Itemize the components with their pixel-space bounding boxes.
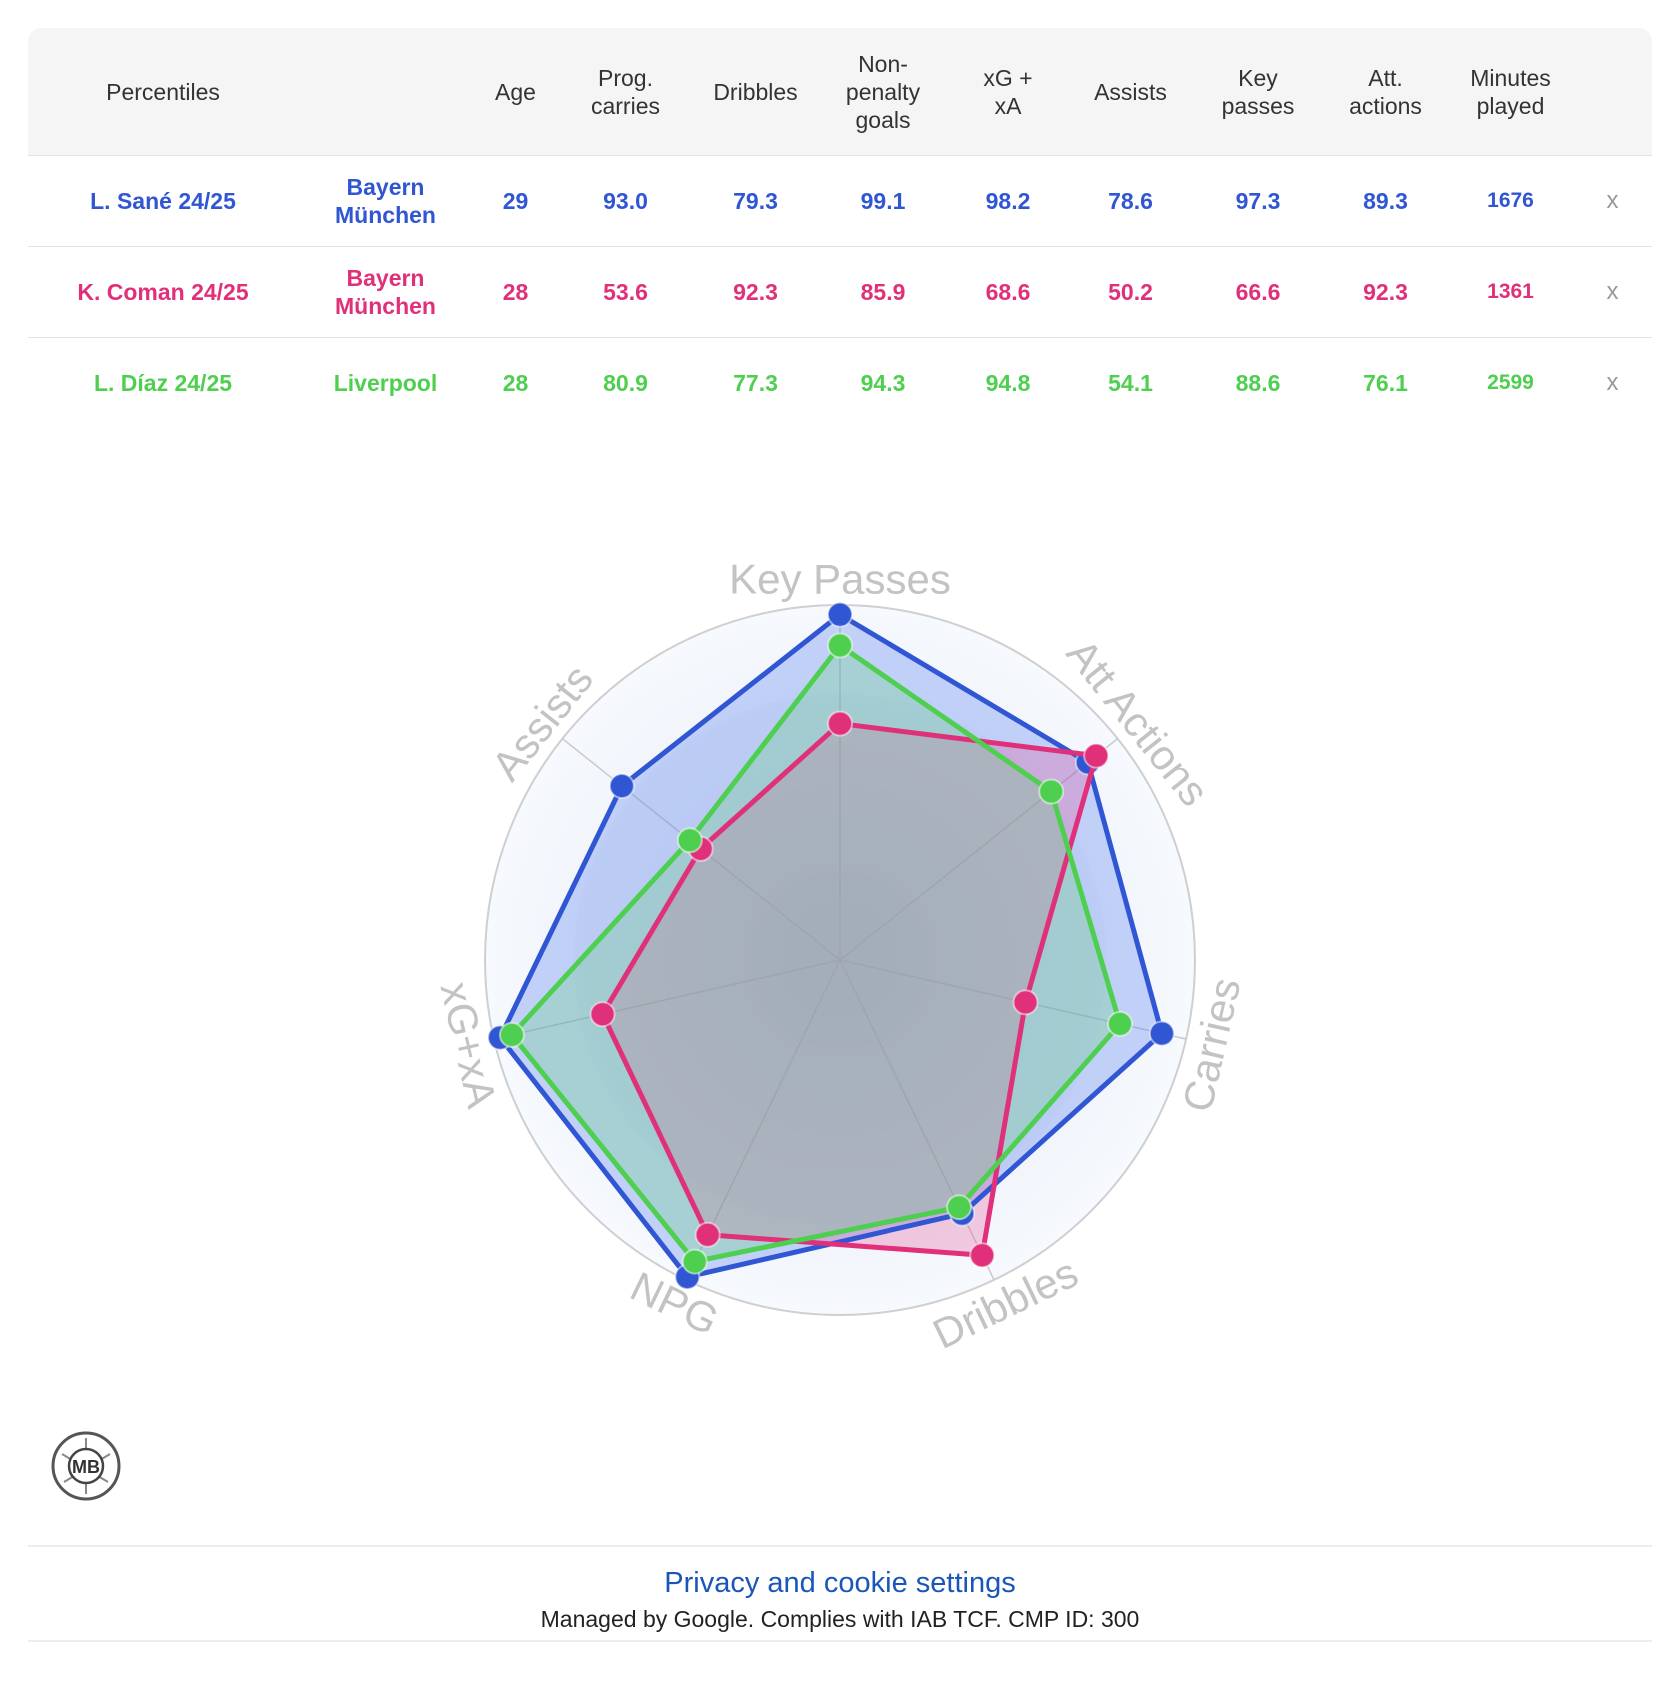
table-row: L. Sané 24/25 Bayern München 29 93.0 79.3 99.1… [28,155,1652,247]
age-cell: 28 [473,246,558,338]
att-actions-cell: 92.3 [1323,246,1448,338]
mb-logo: MB [51,1431,121,1501]
radar-point [1106,1010,1133,1037]
header-remove [1573,28,1652,156]
dribbles-cell: 92.3 [693,246,818,338]
radar-point [1012,989,1039,1016]
radar-point [946,1194,973,1221]
radar-point [681,1248,708,1275]
remove-player-button[interactable]: x [1573,337,1652,428]
dribbles-cell: 79.3 [693,155,818,247]
radar-point [827,601,853,628]
att-actions-cell: 89.3 [1323,155,1448,247]
radar-point [694,1221,721,1248]
key-passes-cell: 66.6 [1193,246,1323,338]
header-prog-carries: Prog. carries [590,64,660,119]
remove-player-button[interactable]: x [1573,155,1652,247]
team-cell: Liverpool [298,337,473,428]
radar-series-line [509,642,1123,1265]
npg-cell: 99.1 [818,155,948,247]
xg-xa-cell: 68.6 [948,246,1068,338]
radar-point [608,773,635,800]
radar-axis-label: Key Passes [729,556,951,603]
assists-cell: 78.6 [1068,155,1193,247]
header-age: Age [495,78,536,105]
prog-carries-cell: 80.9 [558,337,693,428]
att-actions-cell: 76.1 [1323,337,1448,428]
table-row: L. Díaz 24/25 Liverpool 28 80.9 77.3 94.3 94.8… [28,337,1652,428]
npg-cell: 94.3 [818,337,948,428]
comparison-table: Percentiles Age Prog. carries Dribbles No… [28,28,1652,428]
minutes-cell: 2599 [1448,337,1573,428]
radar-series-line [600,721,1099,1258]
assists-cell: 50.2 [1068,246,1193,338]
minutes-cell: 1361 [1448,246,1573,338]
radar-point [498,1021,525,1048]
header-team [298,28,473,156]
radar-point [1148,1020,1175,1047]
dribbles-cell: 77.3 [693,337,818,428]
header-percentiles: Percentiles [106,78,220,105]
xg-xa-cell: 98.2 [948,155,1068,247]
header-npg: Non-penalty goals [845,50,921,133]
header-assists: Assists [1094,78,1167,105]
svg-text:MB: MB [72,1457,100,1477]
team-cell: Bayern München [298,246,473,338]
key-passes-cell: 97.3 [1193,155,1323,247]
npg-cell: 85.9 [818,246,948,338]
player-cell: L. Díaz 24/25 [28,337,298,428]
radar-series-area [500,614,1162,1277]
privacy-settings-link[interactable]: Privacy and cookie settings [664,1567,1016,1599]
header-key-passes: Key passes [1221,64,1295,119]
remove-player-button[interactable]: x [1573,246,1652,338]
radar-point [969,1242,996,1269]
xg-xa-cell: 94.8 [948,337,1068,428]
assists-cell: 54.1 [1068,337,1193,428]
cmp-managed-text: Managed by Google. Complies with IAB TCF… [540,1606,1140,1632]
prog-carries-cell: 53.6 [558,246,693,338]
radar-point [1083,742,1110,769]
team-cell: Bayern München [298,155,473,247]
table-row: K. Coman 24/25 Bayern München 28 53.6 92.3 85.… [28,246,1652,338]
header-dribbles: Dribbles [713,78,798,105]
radar-point [1038,778,1065,805]
age-cell: 29 [473,155,558,247]
radar-spoke [493,959,841,1040]
age-cell: 28 [473,337,558,428]
player-cell: K. Coman 24/25 [28,246,298,338]
header-xg-xa: xG + xA [983,64,1033,119]
radar-point [827,632,853,659]
radar-point [676,827,703,854]
header-att-actions: Att. actions [1349,64,1422,119]
prog-carries-cell: 93.0 [558,155,693,247]
consent-footer: Privacy and cookie settings Managed by G… [28,1545,1652,1642]
radar-point [589,1001,616,1028]
header-minutes: Minutes played [1470,64,1551,119]
player-cell: L. Sané 24/25 [28,155,298,247]
minutes-cell: 1676 [1448,155,1573,247]
radar-spoke [839,959,995,1281]
key-passes-cell: 88.6 [1193,337,1323,428]
table-header-row: Percentiles Age Prog. carries Dribbles No… [28,28,1652,156]
radar-series-area [602,723,1097,1256]
radar-spoke [839,738,1119,961]
comparison-table-container: Percentiles Age Prog. carries Dribbles No… [28,28,1652,428]
radar-point [827,710,853,737]
radar-series-area [511,645,1120,1262]
